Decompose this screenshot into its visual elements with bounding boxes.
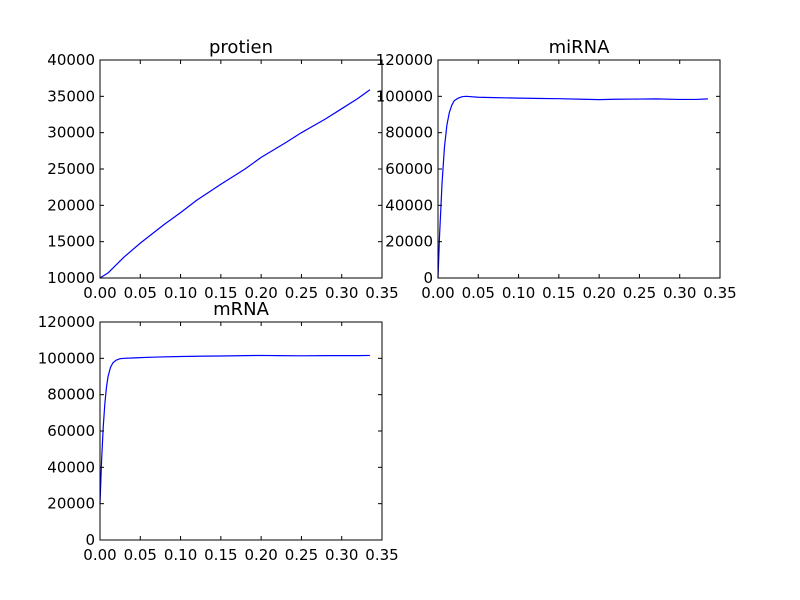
x-tick-label: 0.00 <box>421 284 454 302</box>
x-tick-label: 0.15 <box>204 546 237 564</box>
axes-border <box>99 59 383 279</box>
x-tick-label: 0.35 <box>365 546 398 564</box>
x-tick-label: 0.15 <box>204 284 237 302</box>
y-tick-label: 80000 <box>385 124 433 142</box>
y-tick-label: 15000 <box>47 233 95 251</box>
y-tick-label: 0 <box>85 531 95 549</box>
y-tick-label: 20000 <box>47 196 95 214</box>
x-tick-label: 0.05 <box>462 284 495 302</box>
x-tick-label: 0.20 <box>582 284 615 302</box>
y-tick-label: 20000 <box>47 495 95 513</box>
plot-marks: 0.00 0.05 0.10 0.15 0.20 0.25 0.30 0.35 0 20000 40… <box>38 313 399 564</box>
plot-frame <box>100 322 382 540</box>
panel-mrna: 0.00 0.05 0.10 0.15 0.20 0.25 0.30 0.35 0 20000 40… <box>38 299 399 564</box>
x-tick-label: 0.05 <box>124 546 157 564</box>
x-tick-label: 0.30 <box>663 284 696 302</box>
series-line <box>437 95 708 279</box>
x-tick-label: 0.25 <box>285 546 318 564</box>
chart-title: protien <box>209 37 273 58</box>
y-tick-label: 10000 <box>47 269 95 287</box>
panel-mirna: 0.00 0.05 0.10 0.15 0.20 0.25 0.30 0.35 0 20000 40… <box>376 37 737 302</box>
x-tick-label: 0.20 <box>244 284 277 302</box>
y-tick-label: 20000 <box>385 233 433 251</box>
series-line <box>99 354 370 504</box>
axes-border <box>99 321 383 541</box>
x-tick-label: 0.35 <box>703 284 736 302</box>
y-tick-label: 40000 <box>47 51 95 69</box>
chart-title: mRNA <box>213 299 270 320</box>
y-tick-label: 120000 <box>38 313 95 331</box>
series-line <box>99 89 371 279</box>
y-tick-label: 120000 <box>376 51 433 69</box>
plot-marks: 0.00 0.05 0.10 0.15 0.20 0.25 0.30 0.35 10000 150… <box>47 51 398 302</box>
panel-protien: 0.00 0.05 0.10 0.15 0.20 0.25 0.30 0.35 10000 150… <box>47 37 398 302</box>
x-tick-label: 0.10 <box>164 284 197 302</box>
axes-border <box>437 59 721 279</box>
y-tick-label: 0 <box>423 269 433 287</box>
chart-title: miRNA <box>549 37 611 58</box>
x-tick-label: 0.25 <box>623 284 656 302</box>
y-tick-label: 40000 <box>47 458 95 476</box>
x-tick-label: 0.30 <box>325 546 358 564</box>
x-tick-label: 0.05 <box>124 284 157 302</box>
x-tick-label: 0.35 <box>365 284 398 302</box>
y-tick-label: 35000 <box>47 87 95 105</box>
x-tick-label: 0.25 <box>285 284 318 302</box>
y-tick-label: 80000 <box>47 386 95 404</box>
y-tick-label: 30000 <box>47 124 95 142</box>
x-tick-label: 0.20 <box>244 546 277 564</box>
y-tick-label: 100000 <box>38 349 95 367</box>
plot-frame <box>100 60 382 278</box>
y-tick-label: 25000 <box>47 160 95 178</box>
y-tick-label: 100000 <box>376 87 433 105</box>
y-tick-label: 60000 <box>47 422 95 440</box>
plot-frame <box>438 60 720 278</box>
y-tick-label: 40000 <box>385 196 433 214</box>
x-tick-label: 0.00 <box>83 284 116 302</box>
x-tick-label: 0.00 <box>83 546 116 564</box>
x-tick-label: 0.10 <box>502 284 535 302</box>
x-tick-label: 0.30 <box>325 284 358 302</box>
x-tick-label: 0.10 <box>164 546 197 564</box>
plot-marks: 0.00 0.05 0.10 0.15 0.20 0.25 0.30 0.35 0 20000 40… <box>376 51 737 302</box>
x-tick-label: 0.15 <box>542 284 575 302</box>
y-tick-label: 60000 <box>385 160 433 178</box>
